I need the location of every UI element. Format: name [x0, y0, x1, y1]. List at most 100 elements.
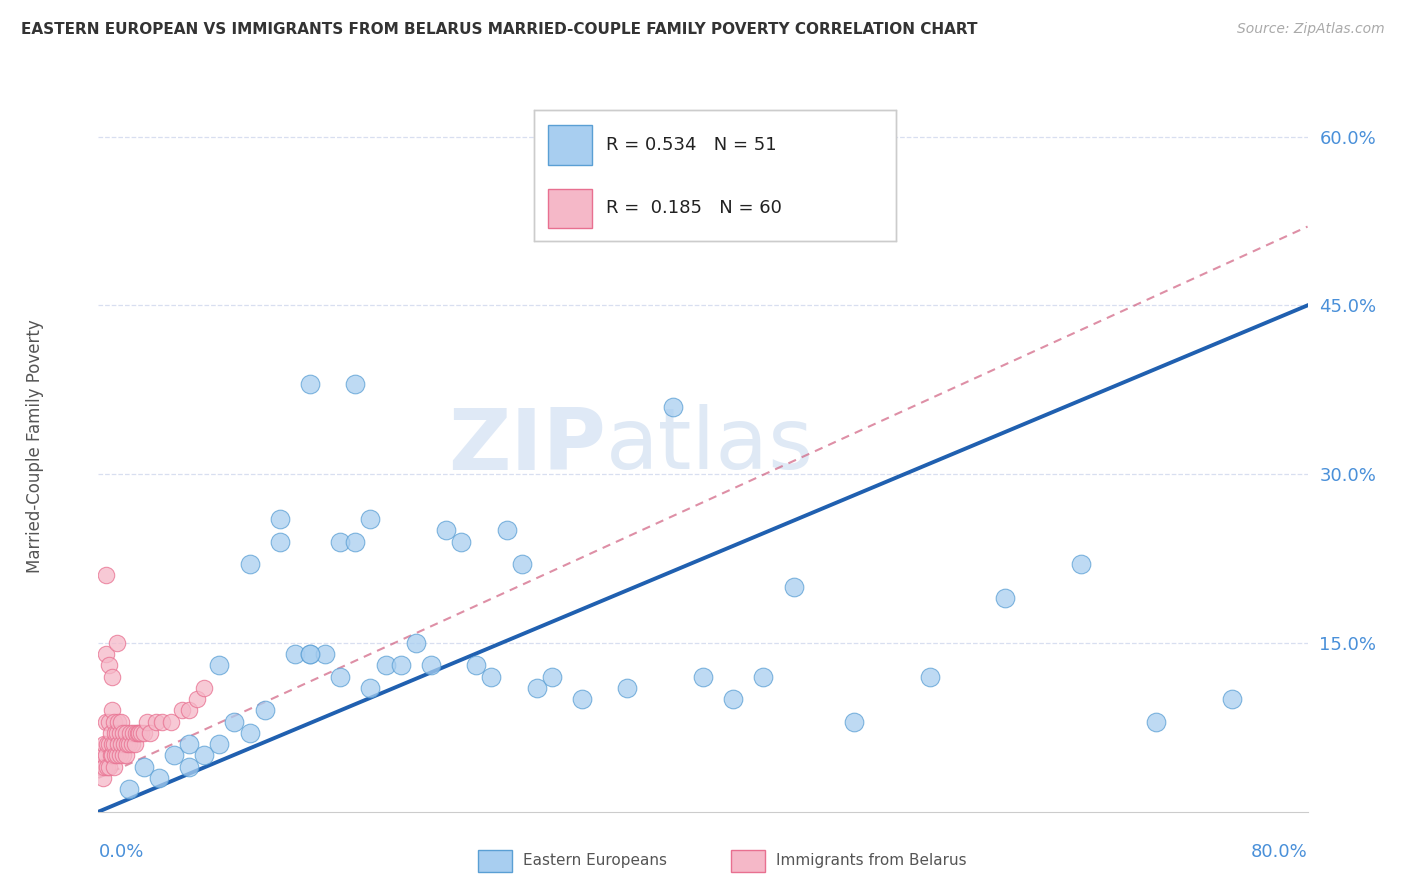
Point	[208, 658, 231, 673]
Point	[269, 534, 291, 549]
Point	[122, 726, 145, 740]
Text: ZIP: ZIP	[449, 404, 606, 488]
Point	[132, 726, 155, 740]
Point	[98, 737, 121, 751]
Point	[179, 760, 201, 774]
Point	[208, 737, 231, 751]
Point	[110, 714, 132, 729]
Point	[120, 726, 142, 740]
Point	[96, 737, 118, 751]
Point	[163, 748, 186, 763]
Point	[450, 534, 472, 549]
Point	[127, 726, 149, 740]
Point	[193, 748, 215, 763]
Point	[284, 647, 307, 661]
Point	[389, 658, 412, 673]
Point	[179, 737, 201, 751]
Point	[1220, 692, 1243, 706]
Text: Married-Couple Family Poverty: Married-Couple Family Poverty	[27, 319, 44, 573]
Point	[465, 658, 488, 673]
Point	[94, 748, 117, 763]
Point	[160, 714, 183, 729]
Point	[526, 681, 548, 695]
Point	[107, 737, 129, 751]
Point	[114, 726, 136, 740]
Point	[434, 524, 457, 538]
Point	[344, 534, 367, 549]
Point	[723, 692, 745, 706]
Point	[135, 714, 157, 729]
Point	[224, 714, 246, 729]
Point	[239, 557, 262, 571]
Point	[269, 512, 291, 526]
Point	[93, 760, 115, 774]
Point	[104, 726, 127, 740]
Point	[374, 658, 396, 673]
Point	[118, 782, 141, 797]
Point	[91, 771, 114, 785]
Point	[692, 670, 714, 684]
Point	[124, 737, 146, 751]
Point	[139, 726, 162, 740]
Point	[94, 714, 117, 729]
Point	[125, 726, 148, 740]
Point	[128, 726, 150, 740]
Point	[994, 591, 1017, 605]
Point	[118, 737, 141, 751]
Point	[100, 748, 122, 763]
Point	[101, 737, 124, 751]
Point	[661, 400, 683, 414]
Point	[101, 703, 124, 717]
Point	[186, 692, 208, 706]
Point	[918, 670, 941, 684]
Point	[495, 524, 517, 538]
Point	[98, 714, 121, 729]
Point	[101, 670, 124, 684]
Point	[752, 670, 775, 684]
Point	[314, 647, 336, 661]
Point	[98, 760, 121, 774]
Point	[111, 726, 134, 740]
Point	[1070, 557, 1092, 571]
Point	[510, 557, 533, 571]
Point	[103, 714, 125, 729]
Point	[148, 771, 170, 785]
Text: Eastern Europeans: Eastern Europeans	[523, 854, 666, 868]
Point	[91, 748, 114, 763]
Point	[114, 748, 136, 763]
Point	[105, 726, 128, 740]
Point	[110, 737, 132, 751]
Text: Source: ZipAtlas.com: Source: ZipAtlas.com	[1237, 22, 1385, 37]
Text: 80.0%: 80.0%	[1251, 843, 1308, 862]
Point	[96, 760, 118, 774]
Point	[104, 748, 127, 763]
Point	[299, 647, 322, 661]
Point	[253, 703, 276, 717]
Point	[145, 714, 167, 729]
Point	[540, 670, 562, 684]
Point	[101, 748, 124, 763]
Point	[132, 760, 155, 774]
Point	[94, 568, 117, 582]
Point	[571, 692, 593, 706]
Point	[112, 737, 135, 751]
Point	[179, 703, 201, 717]
Point	[481, 670, 503, 684]
Point	[239, 726, 262, 740]
Point	[115, 737, 138, 751]
Point	[90, 760, 112, 774]
Point	[616, 681, 638, 695]
Point	[105, 748, 128, 763]
Point	[1144, 714, 1167, 729]
Point	[420, 658, 443, 673]
Point	[111, 748, 134, 763]
Point	[121, 737, 143, 751]
Point	[94, 647, 117, 661]
Point	[107, 714, 129, 729]
Text: EASTERN EUROPEAN VS IMMIGRANTS FROM BELARUS MARRIED-COUPLE FAMILY POVERTY CORREL: EASTERN EUROPEAN VS IMMIGRANTS FROM BELA…	[21, 22, 977, 37]
FancyBboxPatch shape	[478, 849, 512, 872]
Point	[299, 647, 322, 661]
Point	[105, 636, 128, 650]
Point	[329, 534, 352, 549]
Text: 0.0%: 0.0%	[98, 843, 143, 862]
